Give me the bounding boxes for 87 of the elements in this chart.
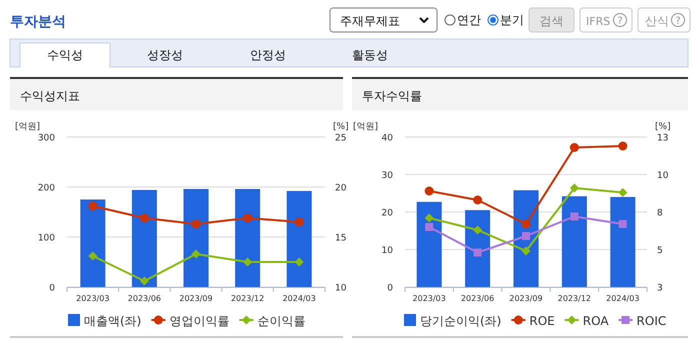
point	[425, 223, 434, 231]
bar	[80, 200, 106, 287]
chart-title: 수익성지표	[20, 89, 80, 103]
point	[294, 258, 304, 266]
text: 연간	[457, 13, 481, 27]
y-axis-title: [억원]	[353, 122, 378, 132]
y-tick-label: 300	[38, 134, 56, 144]
point	[618, 220, 627, 228]
x-tick-label: 2023/03	[412, 294, 446, 303]
legend-label: 순이익률	[257, 314, 306, 328]
y-tick-label: 20	[382, 208, 394, 218]
y2-axis-title: [%]	[333, 122, 349, 132]
x-tick-label: 2023/03	[76, 294, 110, 303]
legend-label: ROIC	[636, 314, 666, 328]
bar	[610, 197, 636, 287]
x-tick-label: 2024/03	[606, 294, 640, 303]
y-tick-label: 10	[382, 246, 394, 256]
bar	[184, 189, 208, 287]
point	[522, 220, 530, 228]
point	[192, 250, 200, 258]
y-tick-label: 100	[38, 234, 56, 244]
chart-title: 투자수익률	[362, 89, 422, 103]
bar	[465, 210, 490, 287]
x-tick-label: 2023/12	[558, 294, 592, 303]
text: 성장성	[147, 48, 183, 62]
legend-label: 당기순이익(좌)	[420, 314, 502, 328]
point	[473, 196, 482, 204]
y2-tick-label: 10	[657, 171, 669, 181]
point	[140, 276, 149, 286]
bar	[235, 189, 260, 287]
point	[294, 218, 304, 226]
y-tick-label: 0	[387, 284, 394, 294]
legend-label: ROE	[529, 314, 555, 328]
point	[570, 212, 578, 220]
point	[140, 214, 149, 222]
text: 검색	[540, 14, 564, 28]
point	[474, 248, 482, 256]
x-tick-label: 2023/09	[509, 294, 543, 303]
y-tick-label: 0	[49, 284, 56, 294]
bar	[286, 191, 312, 287]
legend-label: 매출액(좌)	[84, 314, 142, 328]
text: 주재무제표	[340, 14, 400, 28]
x-tick-label: 2023/06	[128, 294, 162, 303]
point	[473, 226, 482, 234]
text: 분기	[500, 13, 524, 27]
x-tick-label: 2023/09	[179, 294, 213, 303]
point	[88, 202, 98, 210]
point	[243, 214, 252, 222]
text: ?	[617, 16, 623, 27]
y2-tick-label: 20	[335, 184, 347, 194]
point	[618, 188, 628, 197]
point	[570, 143, 579, 152]
point	[570, 184, 579, 192]
text: 안정성	[250, 48, 286, 62]
y2-axis-title: [%]	[655, 122, 671, 132]
y-tick-label: 30	[382, 171, 394, 181]
y2-tick-label: 5	[657, 246, 663, 256]
text: ?	[675, 16, 681, 27]
text: 활동성	[352, 48, 388, 62]
x-tick-label: 2023/06	[460, 294, 494, 303]
y-axis-title: [억원]	[15, 122, 40, 132]
point	[522, 232, 530, 240]
y2-tick-label: 25	[335, 134, 346, 144]
point	[424, 214, 434, 222]
y-tick-label: 200	[38, 184, 56, 194]
point	[424, 186, 434, 196]
y2-tick-label: 8	[657, 208, 663, 218]
point	[618, 142, 628, 150]
text: 산식	[645, 14, 669, 28]
legend-label: ROA	[582, 314, 610, 328]
point	[522, 246, 530, 256]
text: 투자분석	[10, 14, 66, 30]
legend-label: 영업이익률	[169, 314, 230, 328]
bar	[132, 190, 157, 287]
point	[192, 220, 200, 228]
y2-tick-label: 13	[657, 134, 668, 144]
y-tick-label: 40	[382, 134, 394, 144]
y2-tick-label: 15	[335, 234, 346, 244]
y2-tick-label: 3	[657, 284, 663, 294]
x-tick-label: 2024/03	[282, 294, 316, 303]
y2-tick-label: 10	[335, 284, 347, 294]
point	[88, 252, 98, 260]
bar	[416, 202, 442, 287]
x-tick-label: 2023/12	[230, 294, 264, 303]
bar	[562, 196, 587, 287]
text: 수익성	[47, 48, 83, 62]
text: IFRS	[586, 15, 610, 28]
